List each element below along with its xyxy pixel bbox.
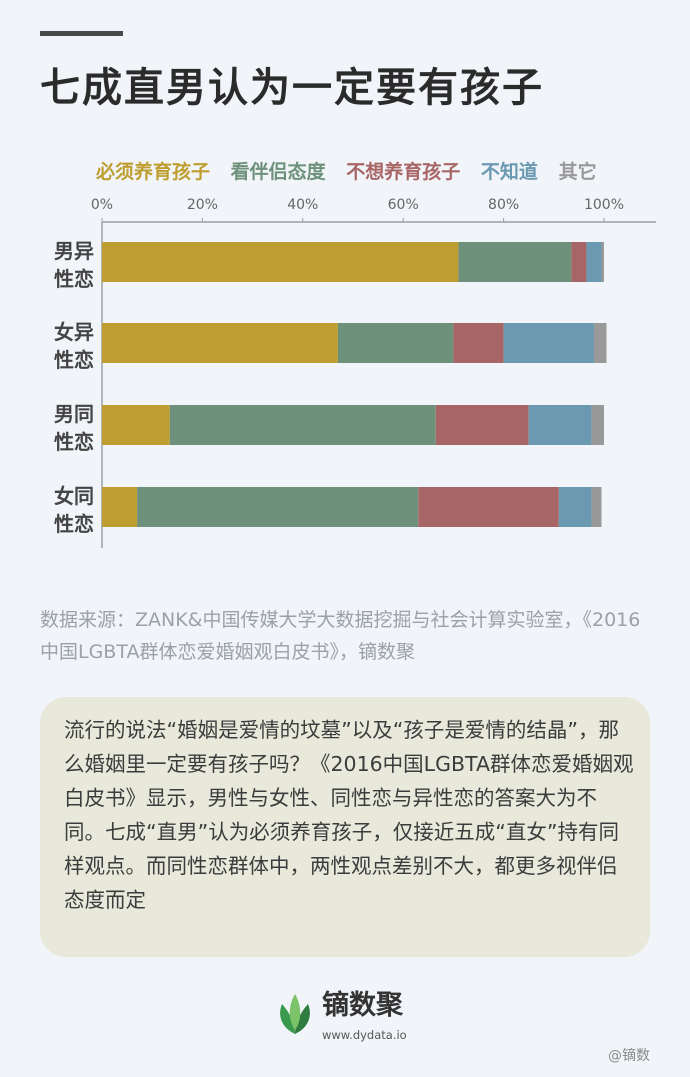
bar-segment-must-raise bbox=[102, 323, 338, 363]
bar-segment-dont-know bbox=[528, 405, 592, 445]
y-category-label: 男同 bbox=[54, 402, 94, 426]
x-tick-label: 60% bbox=[388, 197, 419, 213]
y-category-label: 性恋 bbox=[54, 267, 94, 291]
bar-segment-depends-partner bbox=[458, 242, 572, 282]
legend-item-dont-know: 不知道 bbox=[480, 161, 538, 183]
bar-segment-dont-know bbox=[558, 487, 592, 527]
bar-segment-must-raise bbox=[102, 242, 459, 282]
title-accent-bar bbox=[40, 31, 123, 36]
bar-segment-depends-partner bbox=[337, 323, 454, 363]
bar-segment-dont-want bbox=[418, 487, 559, 527]
bar-segment-dont-want bbox=[435, 405, 529, 445]
chart-legend: 必须养育孩子 看伴侣态度 不想养育孩子 不知道 其它 bbox=[96, 157, 597, 187]
x-tick-label: 80% bbox=[488, 197, 519, 213]
y-category-label: 女同 bbox=[54, 484, 94, 508]
source-note: 数据来源：ZANK&中国传媒大学大数据挖掘与社会计算实验室，《2016中国LGB… bbox=[40, 609, 641, 663]
description-box: 流行的说法“婚姻是爱情的坟墓”以及“孩子是爱情的结晶”，那么婚姻里一定要有孩子吗… bbox=[40, 697, 650, 957]
bar-segment-other bbox=[591, 405, 604, 445]
bar-segment-dont-know bbox=[503, 323, 594, 363]
bar-segment-must-raise bbox=[102, 405, 170, 445]
y-category-label: 性恋 bbox=[54, 430, 94, 454]
legend-item-dont-want: 不想养育孩子 bbox=[346, 161, 461, 183]
page-title: 七成直男认为一定要有孩子 bbox=[40, 65, 544, 111]
bar-segment-other bbox=[593, 323, 607, 363]
bar-segment-dont-want bbox=[571, 242, 587, 282]
y-category-label: 男异 bbox=[54, 239, 94, 263]
logo-url: www.dydata.io bbox=[322, 1028, 407, 1042]
x-tick-label: 100% bbox=[584, 197, 624, 213]
bar-segment-dont-know bbox=[586, 242, 602, 282]
x-tick-label: 0% bbox=[91, 197, 113, 213]
bar-segment-dont-want bbox=[453, 323, 504, 363]
y-category-label: 性恋 bbox=[54, 512, 94, 536]
leaf-logo-icon bbox=[280, 994, 310, 1034]
bar-segment-must-raise bbox=[102, 487, 138, 527]
x-tick-label: 40% bbox=[287, 197, 318, 213]
x-tick-label: 20% bbox=[187, 197, 218, 213]
bar-segment-other bbox=[591, 487, 602, 527]
logo-name: 镝数聚 bbox=[322, 990, 403, 1021]
legend-item-must-raise: 必须养育孩子 bbox=[96, 161, 211, 183]
y-category-label: 性恋 bbox=[54, 348, 94, 372]
description-text: 流行的说法“婚姻是爱情的坟墓”以及“孩子是爱情的结晶”，那么婚姻里一定要有孩子吗… bbox=[64, 718, 634, 912]
bar-segment-depends-partner bbox=[137, 487, 419, 527]
bar-segment-other bbox=[601, 242, 604, 282]
bar-segment-depends-partner bbox=[169, 405, 436, 445]
legend-item-other: 其它 bbox=[558, 161, 597, 183]
legend-item-depends-partner: 看伴侣态度 bbox=[230, 161, 326, 183]
weibo-watermark: @镝数 bbox=[608, 1048, 650, 1064]
y-category-label: 女异 bbox=[54, 320, 94, 344]
